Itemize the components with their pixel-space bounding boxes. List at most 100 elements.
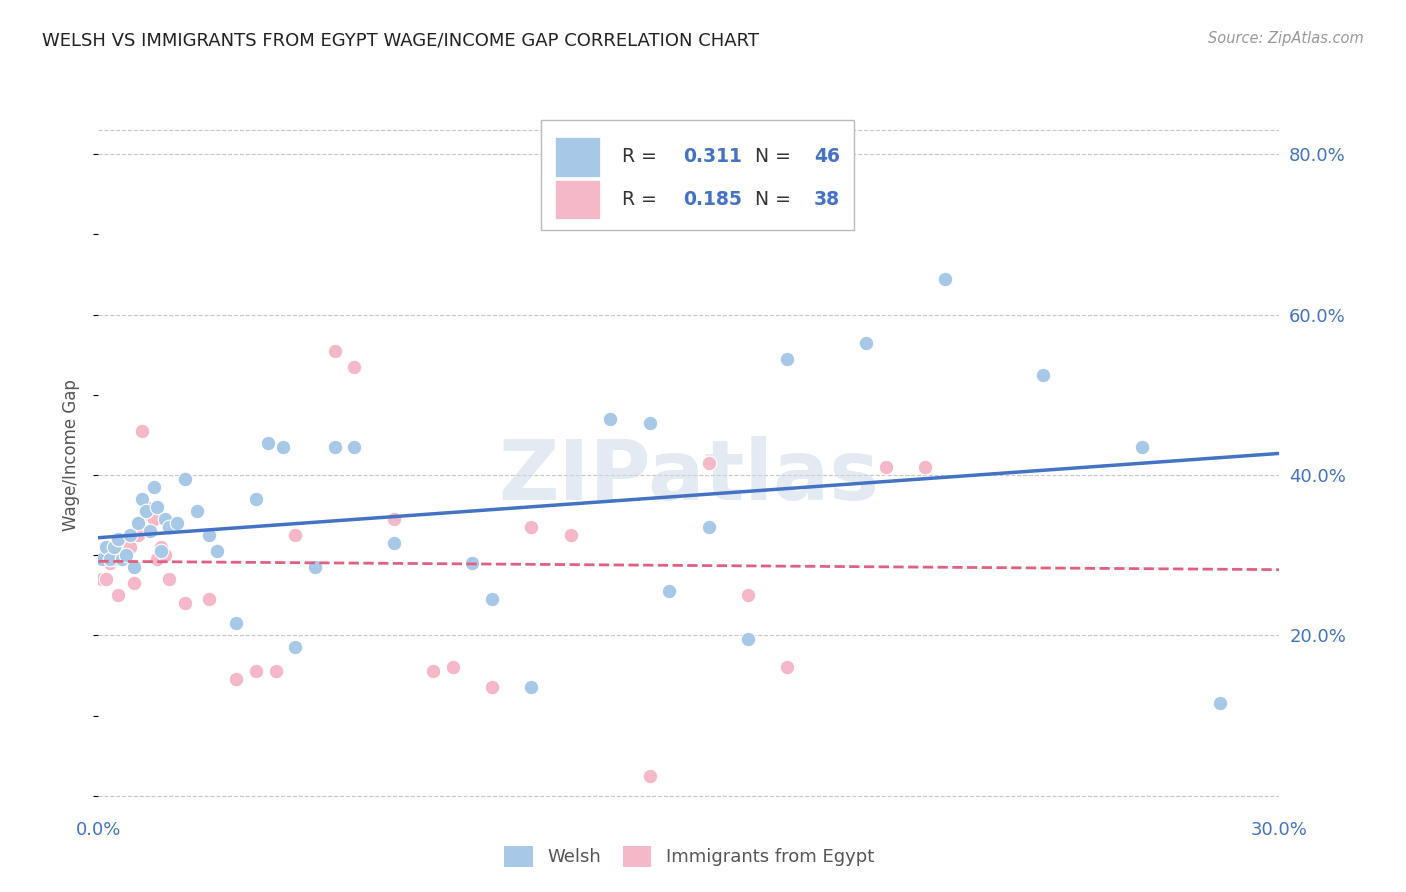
Point	[343, 440, 366, 454]
Point	[560, 528, 582, 542]
Point	[138, 524, 160, 538]
Point	[934, 271, 956, 285]
Point	[111, 548, 134, 562]
Point	[1032, 368, 1054, 382]
Point	[118, 528, 141, 542]
Point	[131, 491, 153, 506]
Point	[122, 576, 145, 591]
Point	[115, 548, 138, 562]
Text: 38: 38	[814, 190, 841, 210]
Y-axis label: Wage/Income Gap: Wage/Income Gap	[62, 379, 80, 531]
Point	[422, 665, 444, 679]
Point	[284, 528, 307, 542]
Point	[638, 769, 661, 783]
Point	[122, 560, 145, 574]
Point	[461, 556, 484, 570]
Point	[186, 504, 208, 518]
Point	[127, 516, 149, 530]
Point	[98, 556, 121, 570]
Point	[520, 520, 543, 534]
Point	[155, 512, 177, 526]
Point	[174, 472, 197, 486]
Point	[111, 552, 134, 566]
FancyBboxPatch shape	[541, 120, 855, 230]
Text: 0.311: 0.311	[683, 147, 742, 167]
Point	[304, 560, 326, 574]
Point	[103, 540, 125, 554]
Point	[737, 632, 759, 647]
Point	[638, 416, 661, 430]
Point	[875, 459, 897, 474]
Text: Source: ZipAtlas.com: Source: ZipAtlas.com	[1208, 31, 1364, 46]
Point	[323, 440, 346, 454]
Point	[382, 512, 405, 526]
Point	[697, 520, 720, 534]
Point	[245, 491, 267, 506]
Point	[96, 572, 118, 586]
Text: N =: N =	[755, 190, 797, 210]
Point	[343, 359, 366, 374]
Point	[135, 504, 157, 518]
Bar	[555, 137, 600, 177]
Point	[658, 584, 681, 599]
Legend: Welsh, Immigrants from Egypt: Welsh, Immigrants from Egypt	[503, 847, 875, 867]
Point	[520, 681, 543, 695]
Point	[131, 424, 153, 438]
Point	[914, 459, 936, 474]
Point	[103, 552, 125, 566]
Point	[157, 520, 180, 534]
Point	[264, 665, 287, 679]
Point	[256, 436, 278, 450]
Point	[91, 552, 114, 566]
Point	[98, 552, 121, 566]
Point	[96, 540, 118, 554]
Point	[382, 536, 405, 550]
Point	[441, 660, 464, 674]
Point	[323, 343, 346, 358]
Bar	[555, 180, 600, 219]
Point	[225, 616, 247, 631]
Point	[205, 544, 228, 558]
Point	[197, 528, 219, 542]
Point	[157, 572, 180, 586]
Point	[115, 552, 138, 566]
Point	[737, 588, 759, 602]
Text: ZIPatlas: ZIPatlas	[499, 436, 879, 516]
Point	[142, 480, 165, 494]
Point	[284, 640, 307, 655]
Point	[1209, 697, 1232, 711]
Point	[855, 335, 877, 350]
Text: 0.185: 0.185	[683, 190, 742, 210]
Point	[174, 596, 197, 610]
Point	[481, 681, 503, 695]
Point	[776, 660, 799, 674]
Text: N =: N =	[755, 147, 797, 167]
Point	[273, 440, 295, 454]
Point	[142, 512, 165, 526]
Point	[107, 532, 129, 546]
Point	[776, 351, 799, 366]
Point	[135, 500, 157, 514]
Point	[127, 528, 149, 542]
Point	[697, 456, 720, 470]
Point	[245, 665, 267, 679]
Point	[1130, 440, 1153, 454]
Point	[155, 548, 177, 562]
Point	[146, 552, 169, 566]
Text: R =: R =	[621, 147, 662, 167]
Text: WELSH VS IMMIGRANTS FROM EGYPT WAGE/INCOME GAP CORRELATION CHART: WELSH VS IMMIGRANTS FROM EGYPT WAGE/INCO…	[42, 31, 759, 49]
Text: R =: R =	[621, 190, 662, 210]
Point	[599, 412, 621, 426]
Text: 46: 46	[814, 147, 841, 167]
Point	[146, 500, 169, 514]
Point	[150, 540, 173, 554]
Point	[225, 673, 247, 687]
Point	[118, 540, 141, 554]
Point	[197, 592, 219, 607]
Point	[138, 508, 160, 522]
Point	[91, 572, 114, 586]
Point	[481, 592, 503, 607]
Point	[150, 544, 173, 558]
Point	[107, 588, 129, 602]
Point	[166, 516, 188, 530]
